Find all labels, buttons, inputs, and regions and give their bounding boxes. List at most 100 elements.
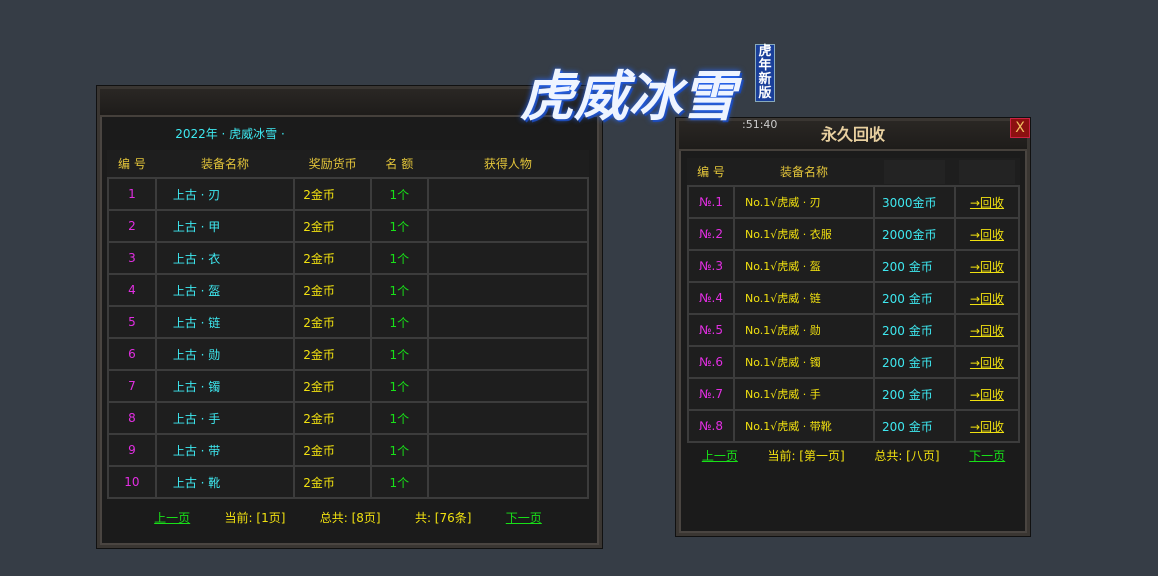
reward-panel: 2022年 · 虎威冰雪 · 编 号 装备名称 奖励货币 名 额 获得人物 1 上古 · 刃… <box>97 86 602 548</box>
table-header: 编 号 装备名称 奖励货币 名 额 获得人物 <box>108 150 588 178</box>
total-count: 共: [76条] <box>414 511 472 525</box>
recycle-button-text[interactable]: →回收 <box>969 419 1005 434</box>
recycle-button[interactable]: →回收 <box>954 345 1020 379</box>
row-number-text: №.2 <box>699 227 723 241</box>
recycle-price: 200 金币 <box>873 409 956 443</box>
row-number-text: №.8 <box>699 419 723 433</box>
recycle-price-text: 200 金币 <box>882 419 933 434</box>
winner <box>426 465 590 499</box>
column-header: 编 号 <box>697 165 725 179</box>
recycle-button-text[interactable]: →回收 <box>969 387 1005 402</box>
current-page: 当前: [第一页] <box>767 449 845 463</box>
item-name: No.1√虎威 · 镯 <box>733 345 875 379</box>
item-name: No.1√虎威 · 刃 <box>733 185 875 219</box>
item-name: No.1√虎威 · 衣服 <box>733 217 875 251</box>
item-name-text: No.1√虎威 · 链 <box>745 292 821 305</box>
recycle-button[interactable]: →回收 <box>954 281 1020 315</box>
column-header: 装备名称 <box>201 157 250 171</box>
table-row: №.1 No.1√虎威 · 刃 3000金币 →回收 <box>687 185 1020 219</box>
recycle-button[interactable]: →回收 <box>954 217 1020 251</box>
recycle-button[interactable]: →回收 <box>954 185 1020 219</box>
panel-title-bar: 永久回收 <box>679 121 1027 151</box>
column-header-blank <box>955 158 1019 186</box>
quota: 1个 <box>369 401 429 435</box>
recycle-button-text[interactable]: →回收 <box>969 227 1005 242</box>
winner <box>426 369 590 403</box>
reward-table: 编 号装备名称 奖励货币名 额获得人物 1 上古 · 刃 2金币 1个 2 上古 · 甲 2金币… <box>107 150 590 499</box>
item-name: No.1√虎威 · 链 <box>733 281 875 315</box>
reward-currency: 2金币 <box>293 273 372 307</box>
recycle-button-text[interactable]: →回收 <box>969 355 1005 370</box>
row-number: №.5 <box>687 313 735 347</box>
item-name: 上古 · 衣 <box>154 241 296 275</box>
quota: 1个 <box>369 241 429 275</box>
quota: 1个 <box>369 433 429 467</box>
item-name: 上古 · 带 <box>154 433 296 467</box>
recycle-button[interactable]: →回收 <box>954 313 1020 347</box>
table-row: №.5 No.1√虎威 · 勋 200 金币 →回收 <box>687 313 1020 347</box>
reward-currency: 2金币 <box>293 177 372 211</box>
recycle-button-text[interactable]: →回收 <box>969 291 1005 306</box>
recycle-price-text: 200 金币 <box>882 355 933 370</box>
recycle-button[interactable]: →回收 <box>954 377 1020 411</box>
quota: 1个 <box>369 177 429 211</box>
recycle-price-text: 3000金币 <box>882 195 937 210</box>
item-name-text: No.1√虎威 · 衣服 <box>745 228 832 241</box>
row-number: 2 <box>107 209 157 243</box>
prev-page-link[interactable]: 上一页 <box>701 449 738 463</box>
close-button[interactable]: X <box>1010 118 1030 138</box>
item-name: 上古 · 刃 <box>154 177 296 211</box>
panel-title: 永久回收 <box>820 125 885 144</box>
recycle-button-text[interactable]: →回收 <box>969 259 1005 274</box>
reward-currency: 2金币 <box>293 337 372 371</box>
row-number: 8 <box>107 401 157 435</box>
prev-page-link[interactable]: 上一页 <box>154 511 191 525</box>
row-number: №.8 <box>687 409 735 443</box>
column-header: 装备名称 <box>779 165 828 179</box>
quota: 1个 <box>369 273 429 307</box>
item-name: 上古 · 链 <box>154 305 296 339</box>
recycle-button-text[interactable]: →回收 <box>969 195 1005 210</box>
recycle-price: 200 金币 <box>873 377 956 411</box>
table-row: №.4 No.1√虎威 · 链 200 金币 →回收 <box>687 281 1020 315</box>
reward-currency: 2金币 <box>293 433 372 467</box>
recycle-price-text: 200 金币 <box>882 291 933 306</box>
winner <box>426 433 590 467</box>
winner <box>426 305 590 339</box>
table-row: №.6 No.1√虎威 · 镯 200 金币 →回收 <box>687 345 1020 379</box>
row-number: 5 <box>107 305 157 339</box>
recycle-table: 编 号 装备名称 №.1 No.1√虎威 · 刃 3000金币 →回收 №.2 No.1√虎威… <box>687 158 1020 443</box>
recycle-button[interactable]: →回收 <box>954 409 1020 443</box>
reward-currency: 2金币 <box>293 241 372 275</box>
recycle-button[interactable]: →回收 <box>954 249 1020 283</box>
table-row: 4 上古 · 盔 2金币 1个 <box>107 273 590 307</box>
column-header: 奖励货币 <box>308 157 357 171</box>
item-name: 上古 · 靴 <box>154 465 296 499</box>
table-row: 1 上古 · 刃 2金币 1个 <box>107 177 590 211</box>
reward-currency: 2金币 <box>293 209 372 243</box>
row-number-text: №.7 <box>699 387 723 401</box>
winner <box>426 241 590 275</box>
recycle-price-text: 200 金币 <box>882 323 933 338</box>
table-header: 编 号 装备名称 <box>688 158 1019 186</box>
next-page-link[interactable]: 下一页 <box>969 449 1006 463</box>
logo-badge: 虎年新版 <box>755 44 775 102</box>
column-header: 获得人物 <box>483 157 532 171</box>
item-name: No.1√虎威 · 带靴 <box>733 409 875 443</box>
table-row: 5 上古 · 链 2金币 1个 <box>107 305 590 339</box>
recycle-button-text[interactable]: →回收 <box>969 323 1005 338</box>
item-name-text: No.1√虎威 · 刃 <box>745 196 821 209</box>
table-row: №.8 No.1√虎威 · 带靴 200 金币 →回收 <box>687 409 1020 443</box>
row-number: №.3 <box>687 249 735 283</box>
row-number: №.2 <box>687 217 735 251</box>
table-row: 7 上古 · 镯 2金币 1个 <box>107 369 590 403</box>
item-name: 上古 · 手 <box>154 401 296 435</box>
reward-pagination: 上一页 当前: [1页] 总共: [8页] 共: [76条] 下一页 <box>107 502 589 533</box>
row-number: №.4 <box>687 281 735 315</box>
row-number: 10 <box>107 465 157 499</box>
table-row: 2 上古 · 甲 2金币 1个 <box>107 209 590 243</box>
row-number: 4 <box>107 273 157 307</box>
next-page-link[interactable]: 下一页 <box>505 511 542 525</box>
row-number: 1 <box>107 177 157 211</box>
quota: 1个 <box>369 465 429 499</box>
